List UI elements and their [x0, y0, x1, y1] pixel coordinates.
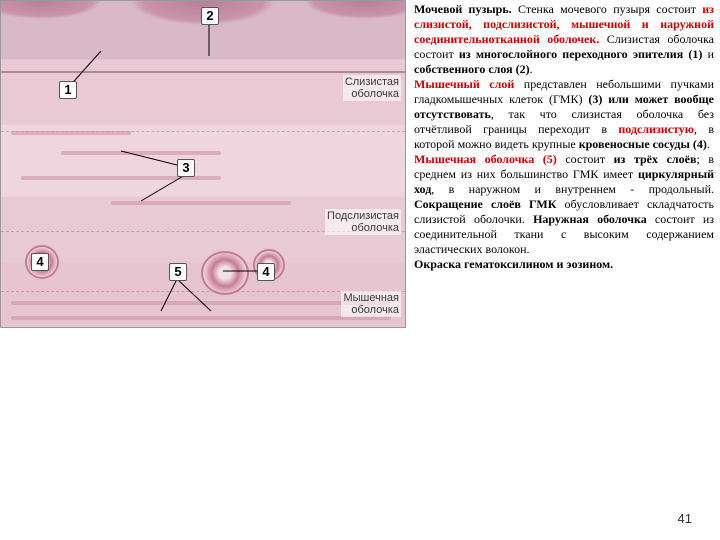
fig-label-4a: 4 — [31, 253, 49, 271]
description-text: Мочевой пузырь. Стенка мочевого пузыря с… — [406, 0, 720, 328]
histology-figure: 1 2 3 4 4 5 Слизистая оболочка Подслизис… — [0, 0, 406, 328]
txt: из трёх слоёв — [614, 152, 697, 166]
layer-label-line: оболочка — [351, 88, 399, 100]
txt: . — [707, 137, 710, 151]
layer-label-mucosa: Слизистая оболочка — [343, 75, 401, 101]
layer-label-muscular: Мышечная оболочка — [341, 291, 401, 317]
fig-label-1: 1 — [59, 81, 77, 99]
layer-label-submucosa: Подслизистая оболочка — [325, 209, 401, 235]
txt: Сокращение слоёв ГМК — [414, 197, 556, 211]
txt: , в наружном и внутреннем - продольный. — [431, 182, 714, 196]
fig-label-2: 2 — [201, 7, 219, 25]
layer-label-line: оболочка — [351, 304, 399, 316]
txt: состоит — [557, 152, 614, 166]
layer-label-line: Слизистая — [345, 76, 399, 88]
layer-label-line: Мышечная — [343, 292, 399, 304]
txt: и — [702, 47, 714, 61]
fig-label-3: 3 — [177, 159, 195, 177]
txt: из многослойного переходного эпителия (1… — [459, 47, 702, 61]
txt: подслизистую — [618, 122, 694, 136]
txt: собственного слоя (2) — [414, 62, 530, 76]
pointer-lines — [1, 1, 406, 328]
txt: кровеносные сосуды (4) — [579, 137, 707, 151]
txt: Окраска гематоксилином и эозином. — [414, 257, 613, 271]
layer-label-line: оболочка — [351, 222, 399, 234]
fig-label-5: 5 — [169, 263, 187, 281]
txt: . — [530, 62, 533, 76]
fig-label-4b: 4 — [257, 263, 275, 281]
txt: Мышечная оболочка (5) — [414, 152, 557, 166]
txt: Наружная оболочка — [533, 212, 647, 226]
layer-label-line: Подслизистая — [327, 210, 399, 222]
txt: Мочевой пузырь. — [414, 2, 512, 16]
txt: Стенка мочевого пузыря состоит — [512, 2, 703, 16]
txt: Мышечный слой — [414, 77, 514, 91]
page-number: 41 — [678, 511, 692, 526]
